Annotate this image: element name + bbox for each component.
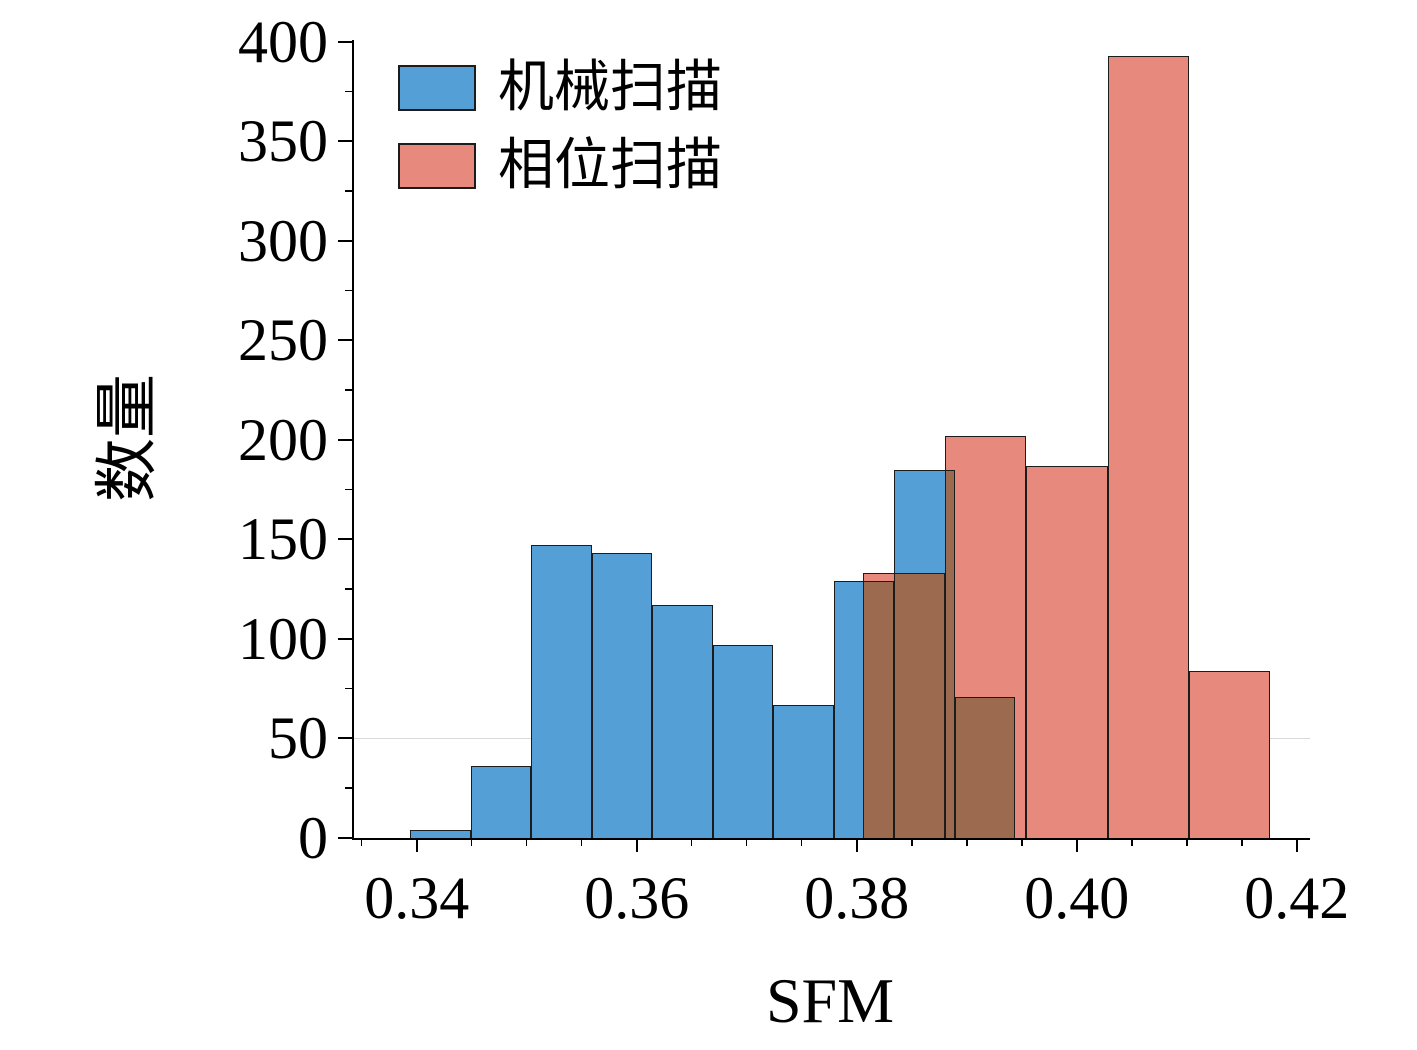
histogram-overlap — [894, 573, 945, 838]
y-tick-label: 50 — [268, 705, 328, 772]
y-minor-tick — [345, 190, 352, 192]
legend-swatch-mechanical-scan — [398, 65, 476, 111]
y-major-tick — [338, 40, 352, 43]
y-major-tick — [338, 737, 352, 740]
plot-area: 机械扫描 相位扫描 0.34 0.36 0.38 0.40 0.42 0 50 100 150 2… — [238, 9, 1349, 931]
y-tick-label: 300 — [238, 207, 328, 274]
x-major-tick — [1295, 838, 1298, 852]
x-major-tick — [1075, 838, 1078, 852]
x-major-tick — [635, 838, 638, 852]
legend: 机械扫描 相位扫描 — [398, 58, 722, 196]
x-minor-tick — [1131, 838, 1133, 846]
x-major-tick — [415, 838, 418, 852]
y-major-tick — [338, 837, 352, 839]
y-minor-tick — [345, 90, 352, 93]
y-minor-tick — [345, 787, 352, 789]
y-tick-label: 400 — [238, 9, 328, 75]
histogram-bar-mechanical — [712, 644, 774, 838]
x-minor-tick — [1241, 838, 1243, 846]
legend-label-mechanical-scan: 机械扫描 — [498, 57, 722, 119]
y-minor-tick — [345, 289, 352, 292]
x-axis-label: SFM — [765, 965, 895, 1036]
y-major-tick — [338, 438, 352, 441]
histogram-bar-mechanical — [773, 704, 834, 838]
x-minor-tick — [690, 838, 693, 846]
x-minor-tick — [525, 838, 528, 846]
histogram-bar-mechanical — [531, 545, 592, 838]
histogram-bar-phase — [1188, 670, 1271, 838]
legend-swatch-phase-scan — [398, 143, 476, 189]
y-tick-label: 250 — [238, 307, 328, 374]
y-tick-label: 200 — [238, 406, 328, 473]
x-minor-tick — [470, 838, 473, 846]
x-minor-tick — [580, 838, 583, 846]
y-major-tick — [338, 339, 352, 342]
histogram-bar-mechanical — [591, 553, 653, 838]
y-tick-label: 150 — [238, 506, 328, 573]
x-minor-tick — [360, 838, 363, 846]
x-minor-tick — [800, 838, 803, 846]
histogram-overlap — [863, 581, 895, 838]
histogram-bar-phase — [1026, 465, 1108, 838]
x-minor-tick — [1186, 838, 1188, 846]
x-tick-label: 0.36 — [584, 865, 690, 931]
histogram-bar-phase — [1107, 55, 1189, 838]
histogram-overlap — [944, 469, 955, 838]
x-tick-label: 0.42 — [1244, 865, 1350, 931]
y-tick-label: 0 — [298, 805, 328, 871]
histogram-overlap — [954, 696, 1016, 838]
y-minor-tick — [345, 687, 352, 690]
x-minor-tick — [745, 838, 748, 846]
y-minor-tick — [345, 488, 352, 491]
x-major-tick — [855, 838, 858, 852]
y-major-tick — [338, 140, 352, 143]
y-major-tick — [338, 538, 352, 541]
histogram-bar-mechanical — [652, 605, 713, 838]
x-minor-tick — [1021, 838, 1023, 846]
y-minor-tick — [345, 588, 352, 590]
x-tick-label: 0.38 — [804, 865, 910, 931]
x-minor-tick — [966, 838, 968, 846]
x-tick-label: 0.40 — [1024, 865, 1130, 931]
legend-item-phase-scan: 相位扫描 — [398, 136, 722, 196]
histogram-bar-mechanical — [470, 766, 532, 838]
legend-label-phase-scan: 相位扫描 — [498, 135, 722, 197]
histogram-bar-mechanical — [410, 830, 471, 838]
x-tick-label: 0.34 — [364, 865, 470, 931]
y-tick-label: 350 — [238, 108, 328, 175]
y-minor-tick — [345, 389, 352, 391]
legend-item-mechanical-scan: 机械扫描 — [398, 58, 722, 118]
y-major-tick — [338, 239, 352, 242]
y-major-tick — [338, 637, 352, 640]
y-tick-label: 100 — [238, 605, 328, 672]
x-minor-tick — [911, 838, 913, 846]
